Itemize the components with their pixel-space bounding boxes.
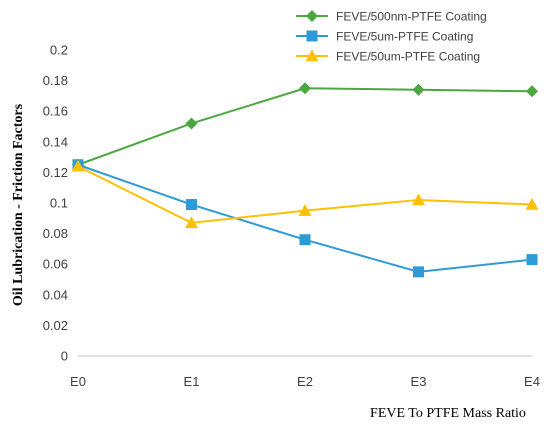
- legend-marker: [305, 49, 319, 62]
- series-2: [72, 159, 538, 278]
- legend-item: FEVE/500nm-PTFE Coating: [296, 10, 487, 24]
- legend-label: FEVE/500nm-PTFE Coating: [336, 10, 487, 24]
- y-tick-label: 0.14: [43, 134, 68, 149]
- x-tick-label: E3: [411, 374, 427, 389]
- data-point: [71, 159, 85, 172]
- data-point: [185, 117, 198, 130]
- y-tick-labels: 0 0.02 0.04 0.06 0.08 0.1 0.12 0.14 0.16 0.18 0.2: [43, 43, 68, 364]
- legend-marker: [306, 30, 318, 42]
- series-line: [77, 163, 533, 273]
- legend-marker: [306, 10, 318, 22]
- legend: FEVE/500nm-PTFE Coating FEVE/5um-PTFE Coa…: [296, 10, 487, 64]
- data-point: [412, 193, 425, 206]
- y-tick-label: 0.1: [50, 196, 68, 211]
- x-tick-label: E4: [524, 374, 540, 389]
- y-tick-label: 0.12: [43, 165, 68, 180]
- legend-item: FEVE/5um-PTFE Coating: [296, 30, 473, 44]
- x-tick-label: E1: [184, 374, 200, 389]
- legend-label: FEVE/50um-PTFE Coating: [336, 50, 480, 64]
- series-layer: [71, 82, 539, 278]
- y-tick-label: 0.16: [43, 104, 68, 119]
- series-1: [72, 82, 538, 171]
- series-line: [77, 87, 533, 166]
- data-point: [526, 254, 538, 266]
- x-tick-labels: E0 E1 E2 E3 E4: [70, 374, 540, 389]
- x-axis-title: FEVE To PTFE Mass Ratio: [370, 406, 526, 421]
- data-point: [299, 234, 311, 246]
- y-tick-label: 0.06: [43, 257, 68, 272]
- y-tick-label: 0.18: [43, 73, 68, 88]
- x-tick-label: E2: [297, 374, 313, 389]
- data-point: [525, 198, 539, 210]
- data-point: [298, 204, 312, 216]
- data-point: [413, 266, 424, 278]
- data-point: [186, 199, 197, 211]
- data-point: [299, 82, 311, 95]
- y-tick-label: 0: [61, 349, 68, 364]
- x-tick-label: E0: [70, 374, 86, 389]
- y-tick-label: 0.04: [43, 287, 68, 302]
- data-point: [185, 216, 198, 229]
- legend-label: FEVE/5um-PTFE Coating: [336, 30, 473, 44]
- data-point: [526, 85, 538, 98]
- y-tick-label: 0.02: [43, 318, 68, 333]
- series-3: [71, 159, 539, 229]
- y-tick-label: 0.2: [50, 43, 68, 58]
- y-axis-title: Oil Lubrication - Friction Factors: [11, 103, 26, 306]
- y-tick-label: 0.08: [43, 226, 68, 241]
- data-point: [412, 83, 425, 96]
- legend-item: FEVE/50um-PTFE Coating: [296, 49, 480, 64]
